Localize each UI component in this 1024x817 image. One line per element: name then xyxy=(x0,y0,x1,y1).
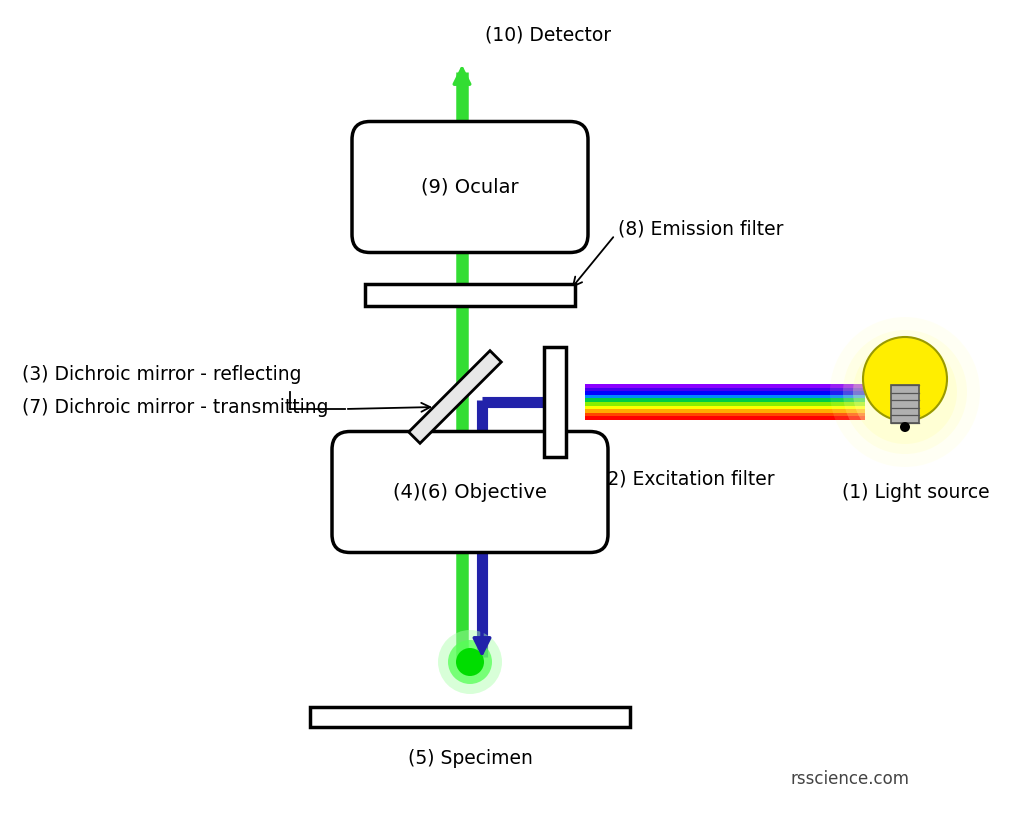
Bar xyxy=(585,413,865,417)
Circle shape xyxy=(438,630,502,694)
Text: (5) Specimen: (5) Specimen xyxy=(408,749,532,769)
Circle shape xyxy=(843,330,967,454)
Circle shape xyxy=(456,648,484,676)
Circle shape xyxy=(449,640,492,684)
Bar xyxy=(585,409,865,413)
Bar xyxy=(585,391,865,395)
Text: rsscience.com: rsscience.com xyxy=(790,770,909,788)
Text: (4)(6) Objective: (4)(6) Objective xyxy=(393,483,547,502)
Bar xyxy=(585,384,865,387)
Circle shape xyxy=(900,422,910,432)
Bar xyxy=(585,417,865,420)
Bar xyxy=(310,707,630,727)
Text: (2) Excitation filter: (2) Excitation filter xyxy=(600,470,774,489)
Text: (7) Dichroic mirror - transmitting: (7) Dichroic mirror - transmitting xyxy=(22,398,329,417)
Bar xyxy=(585,405,865,409)
Circle shape xyxy=(853,340,957,444)
Bar xyxy=(365,284,575,306)
Text: (8) Emission filter: (8) Emission filter xyxy=(618,220,783,239)
Bar xyxy=(585,399,865,402)
Polygon shape xyxy=(409,350,502,444)
Bar xyxy=(585,395,865,399)
Text: (9) Ocular: (9) Ocular xyxy=(421,177,519,197)
Bar xyxy=(891,385,919,423)
Bar xyxy=(585,402,865,405)
FancyBboxPatch shape xyxy=(352,122,588,252)
Text: (1) Light source: (1) Light source xyxy=(842,483,989,502)
Text: (3) Dichroic mirror - reflecting: (3) Dichroic mirror - reflecting xyxy=(22,365,301,385)
Circle shape xyxy=(863,337,947,421)
Circle shape xyxy=(830,317,980,467)
Bar xyxy=(544,347,566,457)
FancyBboxPatch shape xyxy=(332,431,608,552)
Text: (10) Detector: (10) Detector xyxy=(485,25,611,44)
Bar xyxy=(585,387,865,391)
